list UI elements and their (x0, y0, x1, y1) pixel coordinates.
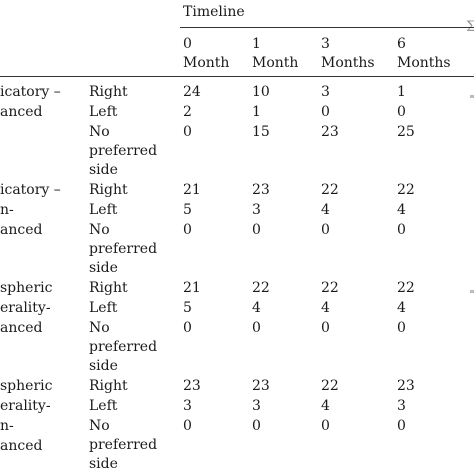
cell: 4 (397, 300, 406, 316)
cell: 4 (321, 398, 330, 414)
cell: 23 (252, 378, 270, 394)
side-none: side (89, 358, 118, 374)
col-header-2-unit: Months (321, 55, 375, 71)
cell: 4 (397, 202, 406, 218)
cell: 2 (183, 104, 192, 120)
side-none: side (89, 456, 118, 472)
side-none: side (89, 162, 118, 178)
side-none: No (89, 320, 110, 336)
cell: 21 (183, 280, 201, 296)
cell: 0 (321, 320, 330, 336)
cell: 1 (397, 84, 406, 100)
cell: 0 (252, 222, 261, 238)
side-left: Left (89, 300, 118, 316)
group-4-label: erality- (0, 398, 51, 414)
cell: 0 (183, 222, 192, 238)
cell: 0 (397, 222, 406, 238)
side-right: Right (89, 182, 128, 198)
group-2-label: n- (0, 202, 14, 218)
side-none: No (89, 124, 110, 140)
side-none: preferred (89, 339, 158, 355)
group-3-label: spheric (0, 280, 53, 296)
cell: 23 (321, 124, 339, 140)
side-left: Left (89, 202, 118, 218)
cell: 3 (321, 84, 330, 100)
cell: 4 (252, 300, 261, 316)
cell: 22 (321, 378, 339, 394)
cell: 0 (183, 418, 192, 434)
cell: 25 (397, 124, 415, 140)
side-none: preferred (89, 143, 158, 159)
side-none: side (89, 260, 118, 276)
cell: 22 (321, 182, 339, 198)
group-1-label: anced (0, 104, 43, 120)
cell: 4 (321, 300, 330, 316)
side-none: No (89, 418, 110, 434)
side-left: Left (89, 398, 118, 414)
side-none: No (89, 222, 110, 238)
side-left: Left (89, 104, 118, 120)
cell: 21 (183, 182, 201, 198)
timeline-header: Timeline (183, 4, 245, 20)
cell: 4 (321, 202, 330, 218)
cell: 22 (252, 280, 270, 296)
cell: 0 (397, 418, 406, 434)
header-rule (0, 76, 474, 77)
edge-mark-2 (470, 290, 474, 293)
col-header-1-unit: Month (252, 55, 299, 71)
group-3-label: anced (0, 320, 43, 336)
cell: 5 (183, 202, 192, 218)
cell: 24 (183, 84, 201, 100)
col-header-3-unit: Months (397, 55, 451, 71)
cell: 3 (252, 202, 261, 218)
cell: 0 (252, 418, 261, 434)
side-right: Right (89, 378, 128, 394)
cell: 10 (252, 84, 270, 100)
cell: 0 (321, 222, 330, 238)
cell: 0 (321, 104, 330, 120)
cell: 5 (183, 300, 192, 316)
cell: 3 (252, 398, 261, 414)
col-header-0-num: 0 (183, 36, 192, 52)
cell: 1 (252, 104, 261, 120)
cell: 0 (183, 320, 192, 336)
group-3-label: erality- (0, 300, 51, 316)
cell: 0 (252, 320, 261, 336)
cell: 15 (252, 124, 270, 140)
cell: 0 (397, 320, 406, 336)
group-1-label: icatory – (0, 84, 61, 100)
col-header-0-unit: Month (183, 55, 230, 71)
cell: 0 (183, 124, 192, 140)
cell: 22 (321, 280, 339, 296)
side-right: Right (89, 280, 128, 296)
cell: 0 (397, 104, 406, 120)
col-header-3-num: 6 (397, 36, 406, 52)
group-2-label: icatory – (0, 182, 61, 198)
edge-mark-1 (470, 95, 474, 98)
side-none: preferred (89, 437, 158, 453)
group-4-label: n- (0, 418, 14, 434)
group-4-label: anced (0, 438, 43, 454)
cell: 3 (183, 398, 192, 414)
timeline-rule (180, 27, 474, 28)
group-4-label: spheric (0, 378, 53, 394)
cell: 22 (397, 182, 415, 198)
group-2-label: anced (0, 222, 43, 238)
cell: 23 (397, 378, 415, 394)
cell: 22 (397, 280, 415, 296)
cell: 3 (397, 398, 406, 414)
col-header-1-num: 1 (252, 36, 261, 52)
side-none: preferred (89, 241, 158, 257)
side-right: Right (89, 84, 128, 100)
col-header-2-num: 3 (321, 36, 330, 52)
cell: 23 (252, 182, 270, 198)
cell: 0 (321, 418, 330, 434)
cell: 23 (183, 378, 201, 394)
